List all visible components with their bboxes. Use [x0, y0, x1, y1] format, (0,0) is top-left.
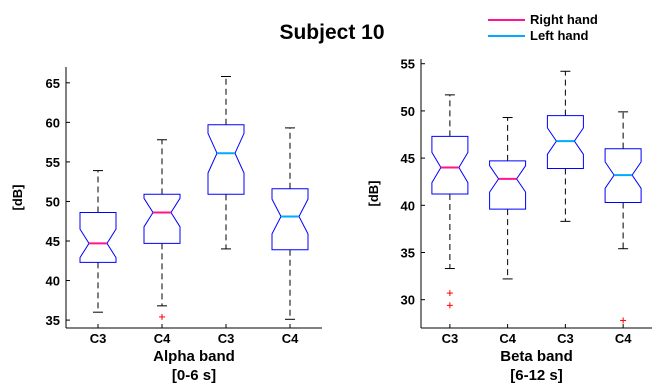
y-tick-label: 60 [46, 115, 60, 130]
x-axis-sublabel: [0-6 s] [172, 367, 216, 383]
box-c4-left-hand [271, 127, 309, 320]
y-tick-label: 40 [46, 274, 60, 289]
figure-title: Subject 10 [279, 21, 384, 44]
y-axis-label: [dB] [10, 185, 25, 211]
legend: Right hand Left hand [488, 12, 598, 43]
box-c4-right-hand [489, 117, 527, 280]
y-axis-label: [dB] [366, 181, 381, 207]
y-tick-label: 35 [401, 245, 415, 260]
notched-box [79, 212, 117, 263]
legend-label-left-hand: Left hand [530, 28, 589, 43]
box-c3-left-hand [207, 75, 245, 250]
alpha-band-boxplot: 35 40 45 50 55 60 65 [dB] C3 C4 C3 C4 Alpha band [0-6… [10, 67, 322, 383]
notched-box [546, 115, 584, 169]
box-c3-right-hand [431, 94, 469, 309]
x-axis-sublabel: [6-12 s] [510, 367, 563, 383]
y-tick-label: 45 [46, 234, 60, 249]
y-tick-label: 35 [46, 313, 60, 328]
x-tick-label: C3 [442, 331, 459, 346]
y-tick-label: 30 [401, 293, 415, 308]
y-tick-label: 65 [46, 76, 60, 91]
y-tick-label: 55 [46, 155, 60, 170]
beta-band-boxplot: 30 35 40 45 50 55 [dB] C3 C4 C3 C4 Beta band [6-12 s… [366, 57, 652, 383]
y-tick-label: 50 [401, 104, 415, 119]
box-c4-right-hand [143, 139, 181, 320]
x-tick-label: C3 [557, 331, 574, 346]
x-tick-label: C4 [282, 331, 299, 346]
notched-box [271, 188, 309, 251]
x-tick-label: C3 [218, 331, 235, 346]
x-axis-label: Beta band [500, 348, 573, 365]
notched-box [489, 160, 527, 210]
box-c3-left-hand [546, 70, 584, 222]
y-tick-label: 40 [401, 198, 415, 213]
x-tick-label: C4 [154, 331, 171, 346]
y-tick-label: 45 [401, 151, 415, 166]
box-c3-right-hand [79, 170, 117, 313]
box-c4-left-hand [604, 111, 642, 324]
x-tick-label: C4 [615, 331, 632, 346]
x-tick-label: C3 [90, 331, 107, 346]
x-axis-label: Alpha band [153, 348, 235, 365]
notched-box [431, 135, 469, 195]
notched-box [207, 124, 245, 195]
y-tick-label: 55 [401, 57, 415, 72]
x-tick-label: C4 [499, 331, 516, 346]
legend-label-right-hand: Right hand [530, 12, 598, 27]
notched-box [604, 148, 642, 203]
y-tick-label: 50 [46, 194, 60, 209]
notched-box [143, 193, 181, 244]
